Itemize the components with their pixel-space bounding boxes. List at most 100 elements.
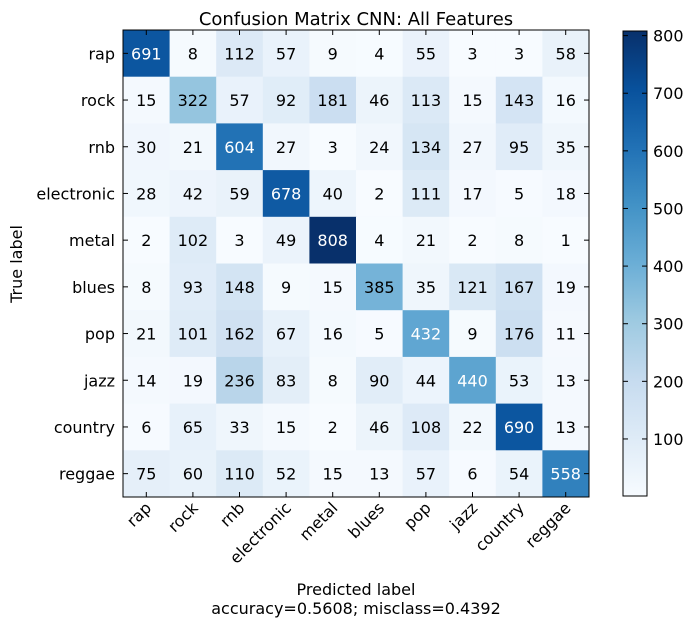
cell-value-label: 385 [364, 278, 395, 297]
cell-value-label: 121 [457, 278, 488, 297]
colorbar-tick-label: 300 [653, 315, 684, 334]
cell-rock-pop [402, 76, 450, 124]
cell-value-label: 59 [229, 184, 249, 203]
cell-jazz-metal [309, 356, 357, 405]
cell-value-label: 13 [369, 465, 389, 484]
cell-rnb-electronic [262, 123, 310, 171]
cell-value-label: 46 [369, 91, 389, 110]
cell-value-label: 49 [276, 231, 296, 250]
cell-rnb-jazz [449, 123, 497, 171]
cell-pop-rap [123, 310, 171, 358]
cell-country-jazz [449, 403, 497, 451]
cell-value-label: 2 [374, 184, 384, 203]
accuracy-note: accuracy=0.5608; misclass=0.4392 [211, 599, 501, 618]
cell-rap-reggae [542, 30, 590, 78]
cell-value-label: 8 [188, 44, 198, 63]
cell-blues-rap [123, 263, 171, 311]
cell-value-label: 95 [509, 138, 529, 157]
y-tick-label: reggae [59, 465, 115, 484]
cell-value-label: 5 [514, 184, 524, 203]
cell-jazz-rap [123, 356, 171, 405]
cell-blues-pop [402, 263, 450, 311]
cell-electronic-blues [356, 170, 404, 218]
colorbar-tick-label: 100 [653, 430, 684, 449]
colorbar-tick-label: 500 [653, 199, 684, 218]
cell-value-label: 21 [183, 138, 203, 157]
cell-blues-blues [356, 263, 404, 311]
cell-value-label: 9 [467, 325, 477, 344]
cell-value-label: 111 [411, 184, 442, 203]
cell-metal-blues [356, 216, 404, 264]
cell-jazz-reggae [542, 356, 590, 405]
cell-rock-rap [123, 76, 171, 124]
cell-value-label: 13 [556, 371, 576, 390]
cell-value-label: 19 [556, 278, 576, 297]
cell-pop-blues [356, 310, 404, 358]
cell-rap-blues [356, 30, 404, 78]
cell-value-label: 112 [224, 44, 255, 63]
y-tick-label: pop [85, 325, 115, 344]
cell-jazz-rnb [216, 356, 264, 405]
cell-reggae-metal [309, 450, 357, 498]
y-tick-label: country [54, 418, 115, 437]
cell-value-label: 58 [556, 44, 576, 63]
cell-value-label: 16 [323, 325, 343, 344]
cell-rock-rnb [216, 76, 264, 124]
cell-value-label: 35 [416, 278, 436, 297]
cell-rnb-pop [402, 123, 450, 171]
cell-jazz-rock [169, 356, 217, 405]
cell-pop-metal [309, 310, 357, 358]
x-tick-label: rnb [216, 498, 248, 530]
cell-country-country [495, 403, 543, 451]
cell-value-label: 46 [369, 418, 389, 437]
cell-value-label: 57 [276, 44, 296, 63]
y-tick-label: rock [81, 91, 116, 110]
cell-electronic-jazz [449, 170, 497, 218]
y-tick-label: rap [88, 44, 115, 63]
cell-reggae-electronic [262, 450, 310, 498]
cell-rap-country [495, 30, 543, 78]
cell-electronic-metal [309, 170, 357, 218]
cell-value-label: 101 [178, 325, 209, 344]
cell-value-label: 21 [416, 231, 436, 250]
cell-country-blues [356, 403, 404, 451]
cell-rap-rap [123, 30, 171, 78]
cell-value-label: 5 [374, 325, 384, 344]
cell-blues-electronic [262, 263, 310, 311]
cell-value-label: 67 [276, 325, 296, 344]
cell-country-reggae [542, 403, 590, 451]
cell-jazz-country [495, 356, 543, 405]
cell-value-label: 690 [504, 418, 535, 437]
cell-value-label: 55 [416, 44, 436, 63]
cell-value-label: 21 [136, 325, 156, 344]
cell-value-label: 33 [229, 418, 249, 437]
cell-value-label: 236 [224, 371, 255, 390]
cell-value-label: 14 [136, 371, 156, 390]
cell-metal-electronic [262, 216, 310, 264]
chart-title: Confusion Matrix CNN: All Features [199, 9, 513, 30]
cell-value-label: 22 [462, 418, 482, 437]
cell-jazz-jazz [449, 356, 497, 405]
cell-value-label: 15 [276, 418, 296, 437]
cell-value-label: 15 [136, 91, 156, 110]
cell-blues-reggae [542, 263, 590, 311]
cell-value-label: 54 [509, 465, 529, 484]
cell-value-label: 11 [556, 325, 576, 344]
colorbar-tick-label: 200 [653, 372, 684, 391]
cell-value-label: 60 [183, 465, 203, 484]
cell-country-rock [169, 403, 217, 451]
y-tick-label: blues [72, 278, 115, 297]
x-tick-label: rap [123, 498, 155, 530]
cell-country-metal [309, 403, 357, 451]
cell-value-label: 28 [136, 184, 156, 203]
cell-value-label: 18 [556, 184, 576, 203]
cell-value-label: 8 [328, 371, 338, 390]
cell-value-label: 40 [323, 184, 343, 203]
cell-value-label: 440 [457, 371, 488, 390]
cell-blues-country [495, 263, 543, 311]
colorbar-tick-label: 600 [653, 142, 684, 161]
cell-value-label: 65 [183, 418, 203, 437]
